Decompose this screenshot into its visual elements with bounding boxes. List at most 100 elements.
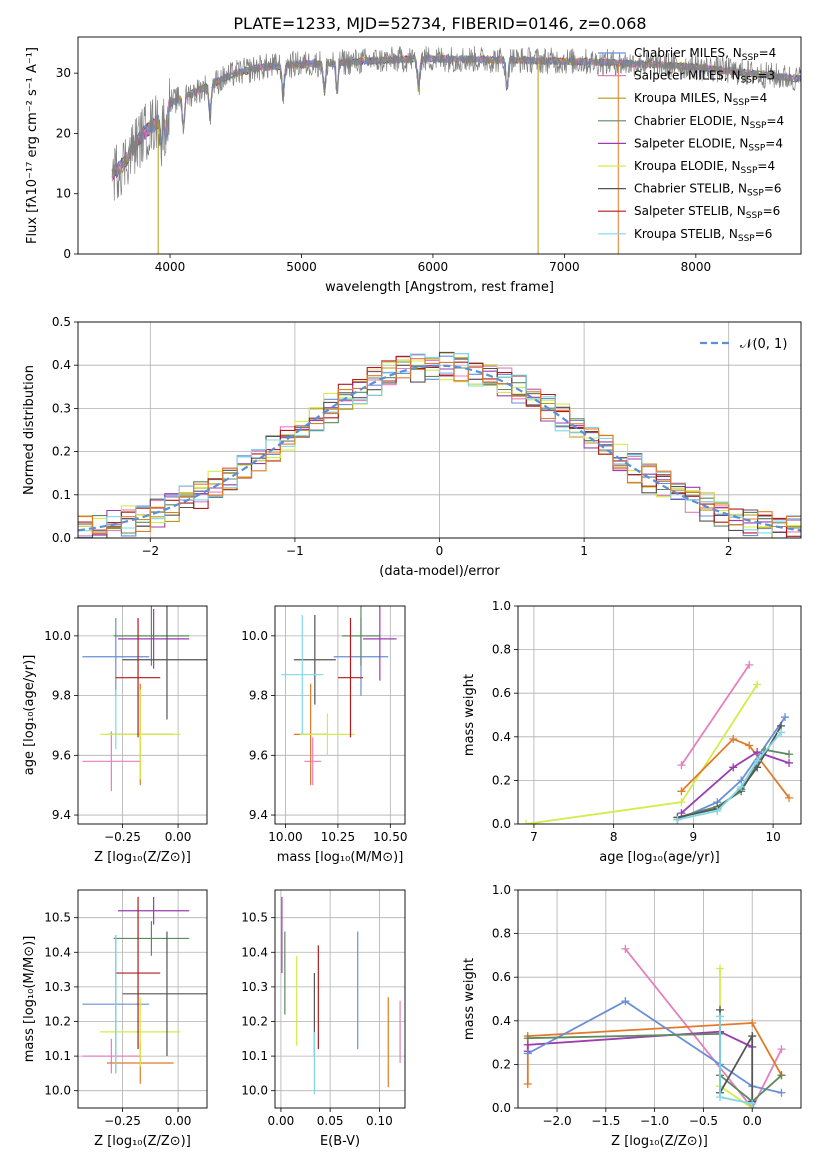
x-tick-label: 7000 <box>549 260 580 274</box>
y-tick-label: 0.6 <box>492 970 511 984</box>
residual-histogram-step <box>78 352 801 534</box>
y-tick-label: 0.8 <box>492 643 511 657</box>
mass-weight-marker <box>777 1071 786 1080</box>
x-axis-label: E(B-V) <box>320 1134 360 1149</box>
legend-entry: Salpeter MILES, NSSP=3 <box>634 69 775 86</box>
panel-mass_weight_vs_age: 7 8 9 10 0.0 0.2 0.4 0.6 0.8 1.0 age [log₁₀(age/yr… <box>462 599 802 865</box>
y-tick-label: 0 <box>63 247 71 261</box>
mass-weight-line <box>680 751 790 814</box>
legend-subscript: SSP <box>741 76 758 86</box>
y-tick-label: 10.5 <box>241 911 268 925</box>
legend-value: =6 <box>763 204 781 218</box>
legend-value: =4 <box>757 159 775 173</box>
plot-area <box>521 660 794 824</box>
y-tick-label: 1.0 <box>492 883 511 897</box>
mass-weight-line <box>677 716 786 821</box>
y-tick-label: 0.8 <box>492 927 511 941</box>
mass-weight-marker <box>748 1099 757 1108</box>
mass-weight-marker <box>621 944 630 953</box>
x-tick-label: 0.00 <box>165 830 192 844</box>
error-bar-point <box>122 931 207 1057</box>
y-axis-label: age [log₁₀(age/yr)] <box>22 655 37 776</box>
y-tick-label: 10.0 <box>44 1084 71 1098</box>
residual-histogram-step <box>78 351 801 538</box>
y-axis-label: mass [log₁₀(M/M⊙)] <box>22 936 37 1063</box>
mass-weight-line <box>680 737 790 799</box>
x-tick-label: 6000 <box>418 260 449 274</box>
y-tick-label: 0.0 <box>492 1101 511 1115</box>
x-tick-label: 9 <box>690 830 698 844</box>
y-tick-label: 9.6 <box>52 748 71 762</box>
x-tick-label: 1 <box>580 544 588 558</box>
error-bar-point <box>82 1038 141 1074</box>
y-tick-label: 30 <box>56 66 71 80</box>
mass-weight-marker <box>716 1012 725 1021</box>
y-tick-label: 0.4 <box>492 1014 511 1028</box>
y-tick-label: 10.3 <box>241 980 268 994</box>
mass-weight-marker <box>677 761 686 770</box>
plot-area <box>78 351 801 538</box>
y-tick-label: 0.0 <box>52 531 71 545</box>
mass-weight-marker <box>745 660 754 669</box>
mass-weight-marker <box>677 798 686 807</box>
error-bar-point <box>115 617 161 738</box>
error-bar-point <box>304 737 322 786</box>
axes-frame <box>274 889 406 1109</box>
mass-weight-marker <box>781 713 790 722</box>
legend-value: =3 <box>757 69 775 83</box>
legend-value: =6 <box>764 182 782 196</box>
mass-weight-marker <box>729 763 738 772</box>
legend-subscript: SSP <box>742 53 759 63</box>
legend-entry: Kroupa ELODIE, NSSP=4 <box>634 159 775 176</box>
error-bar-point <box>82 731 141 792</box>
x-tick-label: −1 <box>286 544 304 558</box>
legend-subscript: SSP <box>748 143 765 153</box>
error-bar-point <box>300 713 355 756</box>
legend-entry: Chabrier STELIB, NSSP=6 <box>634 182 782 199</box>
y-axis-label: mass weight <box>462 674 477 756</box>
mass-weight-marker <box>621 997 630 1006</box>
observed-spectrum-line <box>111 46 801 201</box>
axes-frame <box>517 889 802 1109</box>
y-tick-label: 9.4 <box>249 808 268 822</box>
legend-subscript: SSP <box>746 211 763 221</box>
legend-entry: 𝒩(0, 1) <box>740 337 787 352</box>
y-tick-label: 0.1 <box>52 488 71 502</box>
legend-value: =4 <box>759 46 777 60</box>
residual-histogram-step <box>78 358 801 534</box>
x-tick-label: 10.00 <box>268 830 302 844</box>
error-bar-point <box>281 614 324 735</box>
y-tick-label: 0.5 <box>52 315 71 329</box>
mass-weight-line <box>624 948 783 1108</box>
axes-frame <box>77 321 802 539</box>
legend-subscript: SSP <box>750 121 767 131</box>
mass-weight-marker <box>716 964 725 973</box>
y-tick-label: 10.2 <box>241 1014 268 1028</box>
mass-weight-marker <box>785 750 794 759</box>
mass-weight-marker <box>745 741 754 750</box>
y-tick-label: 0.2 <box>492 773 511 787</box>
panel-mass_vs_Z: −0.25 0.00 10.0 10.1 10.2 10.3 10.4 10.5 Z [log₁… <box>22 889 208 1149</box>
x-axis-label: Z [log₁₀(Z/Z⊙)] <box>94 1134 191 1149</box>
plot-area <box>82 896 207 1084</box>
y-tick-label: 10.2 <box>44 1014 71 1028</box>
y-tick-label: 10.5 <box>44 911 71 925</box>
x-tick-label: −0.25 <box>104 1114 141 1128</box>
mass-weight-marker <box>737 782 746 791</box>
x-tick-label: 10 <box>765 830 780 844</box>
x-tick-label: −2 <box>141 544 159 558</box>
mass-weight-marker <box>729 734 738 743</box>
axes-frame <box>517 605 802 825</box>
x-tick-label: 5000 <box>286 260 317 274</box>
x-axis-label: (data-model)/error <box>379 564 500 579</box>
legend-value: =4 <box>765 136 783 150</box>
error-bar-point <box>363 606 397 681</box>
x-tick-label: 2 <box>725 544 733 558</box>
y-tick-label: 0.2 <box>492 1057 511 1071</box>
y-tick-label: 9.6 <box>249 748 268 762</box>
x-tick-label: −1.0 <box>640 1114 669 1128</box>
y-tick-label: 9.8 <box>52 689 71 703</box>
y-tick-label: 10.4 <box>44 945 71 959</box>
x-tick-label: −1.5 <box>591 1114 620 1128</box>
